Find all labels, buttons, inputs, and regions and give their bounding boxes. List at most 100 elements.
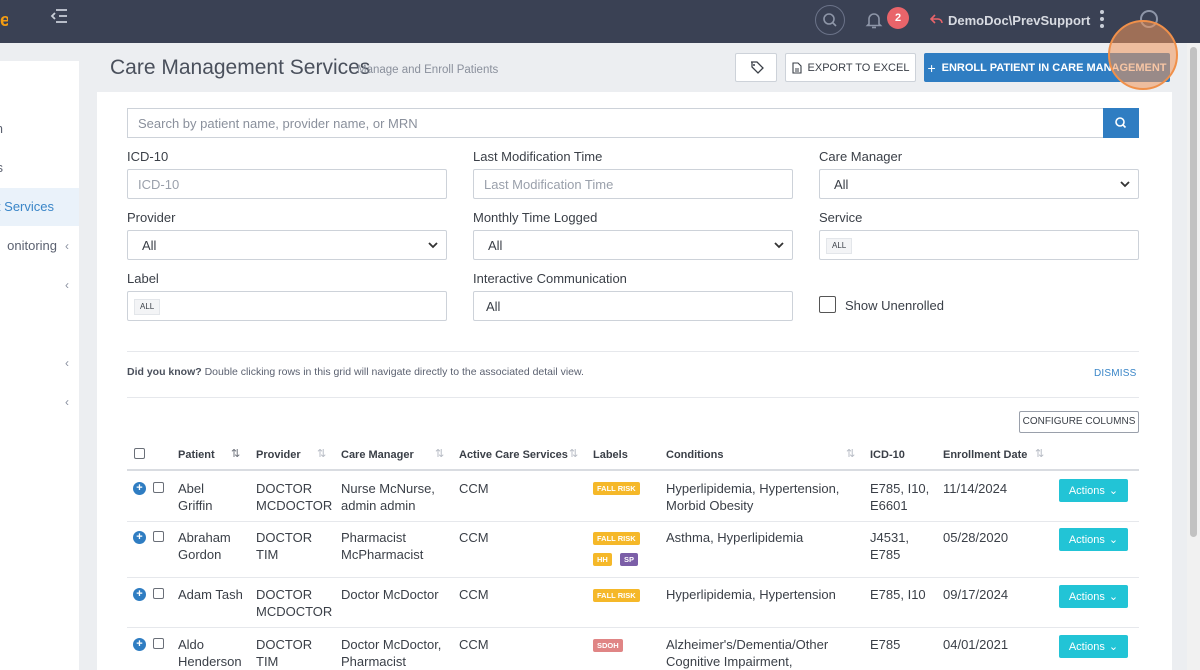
chevron-down-icon: ⌄ (1108, 485, 1119, 497)
dismiss-link[interactable]: DISMISS (1094, 368, 1137, 379)
tag-icon (751, 61, 764, 74)
enrollment-date-cell: 09/17/2024 (943, 587, 1009, 602)
sort-icon[interactable]: ⇅ (1035, 448, 1045, 460)
impersonation-arrow-icon (929, 13, 943, 28)
show-unenrolled-label: Show Unenrolled (845, 298, 945, 313)
icd10-cell: E785 (870, 636, 900, 653)
provider-line: TIM (256, 547, 279, 562)
select-all-checkbox[interactable] (134, 448, 145, 459)
scrollbar-thumb[interactable] (1190, 47, 1197, 537)
care-manager-line: admin admin (341, 498, 416, 513)
interactive-communication-label: Interactive Communication (473, 271, 627, 286)
provider-select[interactable]: All (127, 230, 447, 260)
row-checkbox[interactable] (153, 588, 164, 599)
service-chip[interactable]: ALL (826, 238, 853, 254)
icd10-line: E6601 (870, 498, 908, 513)
label-multiselect[interactable]: ALL (127, 291, 447, 321)
actions-dropdown-button[interactable]: Actions ⌄ (1059, 479, 1128, 502)
expand-row-icon[interactable]: + (133, 482, 146, 495)
conditions-line: Cognitive Impairment, (666, 654, 793, 669)
expand-row-icon[interactable]: + (133, 531, 146, 544)
labels-button[interactable] (735, 53, 777, 82)
column-header-active-care-services[interactable]: Active Care Services (459, 449, 568, 461)
enroll-patient-button[interactable]: + ENROLL PATIENT IN CARE MANAGEMENT (924, 53, 1170, 82)
enrollment-date-cell: 04/01/2021 (943, 637, 1009, 652)
row-checkbox[interactable] (153, 638, 164, 649)
sort-icon[interactable]: ⇅ (317, 448, 327, 460)
patient-name[interactable]: Abel Griffin (178, 480, 212, 514)
icd10-filter-input[interactable] (127, 169, 447, 199)
fall-risk-badge: FALL RISK (593, 589, 640, 602)
row-checkbox[interactable] (153, 482, 164, 493)
expand-row-icon[interactable]: + (133, 588, 146, 601)
actions-dropdown-button[interactable]: Actions ⌄ (1059, 585, 1128, 608)
patient-name[interactable]: Abraham Gordon (178, 529, 231, 563)
provider-line: MCDOCTOR (256, 498, 333, 513)
plus-icon: + (927, 59, 936, 76)
notification-count-badge[interactable]: 2 (887, 7, 909, 29)
conditions-cell: Alzheimer's/Dementia/Other Cognitive Impa… (666, 636, 828, 670)
last-modification-input[interactable] (473, 169, 793, 199)
user-menu[interactable]: DemoDoc\PrevSupport (929, 10, 1090, 30)
column-header-enrollment-date[interactable]: Enrollment Date (943, 449, 1028, 461)
global-search-button[interactable] (815, 5, 845, 35)
service-cell: CCM (459, 481, 489, 496)
collapse-sidebar-icon[interactable] (47, 8, 71, 30)
configure-columns-button[interactable]: CONFIGURE COLUMNS (1019, 411, 1139, 433)
care-manager-line: McPharmacist (341, 547, 424, 562)
sidebar-item-care-management-services[interactable]: t Services (0, 188, 79, 226)
patient-search-input[interactable] (127, 108, 1103, 138)
label-chip[interactable]: ALL (134, 299, 161, 315)
provider-line: TIM (256, 654, 279, 669)
actions-dropdown-button[interactable]: Actions ⌄ (1059, 635, 1128, 658)
app-logo[interactable]: e (0, 10, 8, 26)
service-label: Service (819, 210, 863, 225)
icd10-filter-label: ICD-10 (127, 149, 169, 164)
column-header-conditions[interactable]: Conditions (666, 449, 724, 461)
table-header-divider (127, 469, 1139, 471)
sort-asc-icon[interactable]: ⇅ (231, 448, 241, 460)
icd10-cell: E785, I10 (870, 586, 926, 603)
service-multiselect[interactable]: ALL (819, 230, 1139, 260)
bell-icon[interactable] (865, 10, 883, 30)
search-button[interactable] (1103, 108, 1139, 138)
provider-cell: DOCTOR MCDOCTOR (256, 480, 332, 514)
patient-last-name: Griffin (178, 498, 213, 513)
sidebar-item-7[interactable]: ‹ (0, 383, 79, 421)
patient-first-name: Aldo (178, 637, 205, 652)
patient-name[interactable]: Aldo Henderson (178, 636, 242, 670)
sort-icon[interactable]: ⇅ (569, 448, 579, 460)
sidebar-item-1[interactable]: n (0, 110, 79, 148)
sidebar-item-6[interactable]: ‹ (0, 344, 79, 382)
show-unenrolled-checkbox[interactable] (819, 296, 836, 313)
patient-first-name: Abraham (178, 530, 231, 545)
column-header-provider[interactable]: Provider (256, 449, 301, 461)
interactive-communication-value: All (486, 298, 501, 314)
row-divider (127, 577, 1139, 578)
conditions-cell: Asthma, Hyperlipidemia (666, 529, 803, 546)
column-header-care-manager[interactable]: Care Manager (341, 449, 414, 461)
sidebar-item-5[interactable]: ‹ (0, 266, 79, 304)
sort-icon[interactable]: ⇅ (846, 448, 856, 460)
provider-value: All (142, 237, 157, 253)
service-cell: CCM (459, 637, 489, 652)
page-scrollbar[interactable] (1187, 43, 1200, 670)
chat-icon[interactable] (1140, 10, 1158, 28)
actions-dropdown-button[interactable]: Actions ⌄ (1059, 528, 1128, 551)
expand-row-icon[interactable]: + (133, 638, 146, 651)
actions-label: Actions (1068, 640, 1105, 653)
provider-label: Provider (127, 210, 176, 225)
interactive-communication-field[interactable]: All (473, 291, 793, 321)
sort-icon[interactable]: ⇅ (435, 448, 445, 460)
monthly-time-select[interactable]: All (473, 230, 793, 260)
export-to-excel-button[interactable]: EXPORT TO EXCEL (785, 53, 916, 82)
sidebar-item-2[interactable]: s (0, 149, 79, 187)
column-header-patient[interactable]: Patient (178, 449, 215, 461)
care-manager-select[interactable]: All (819, 169, 1139, 199)
search-icon (1115, 117, 1127, 129)
chevron-left-icon: ‹ (65, 278, 69, 292)
row-checkbox[interactable] (153, 531, 164, 542)
more-options-icon[interactable] (1096, 8, 1108, 32)
sidebar-item-monitoring[interactable]: onitoring ‹ (0, 227, 79, 265)
patient-name[interactable]: Adam Tash (178, 586, 243, 603)
